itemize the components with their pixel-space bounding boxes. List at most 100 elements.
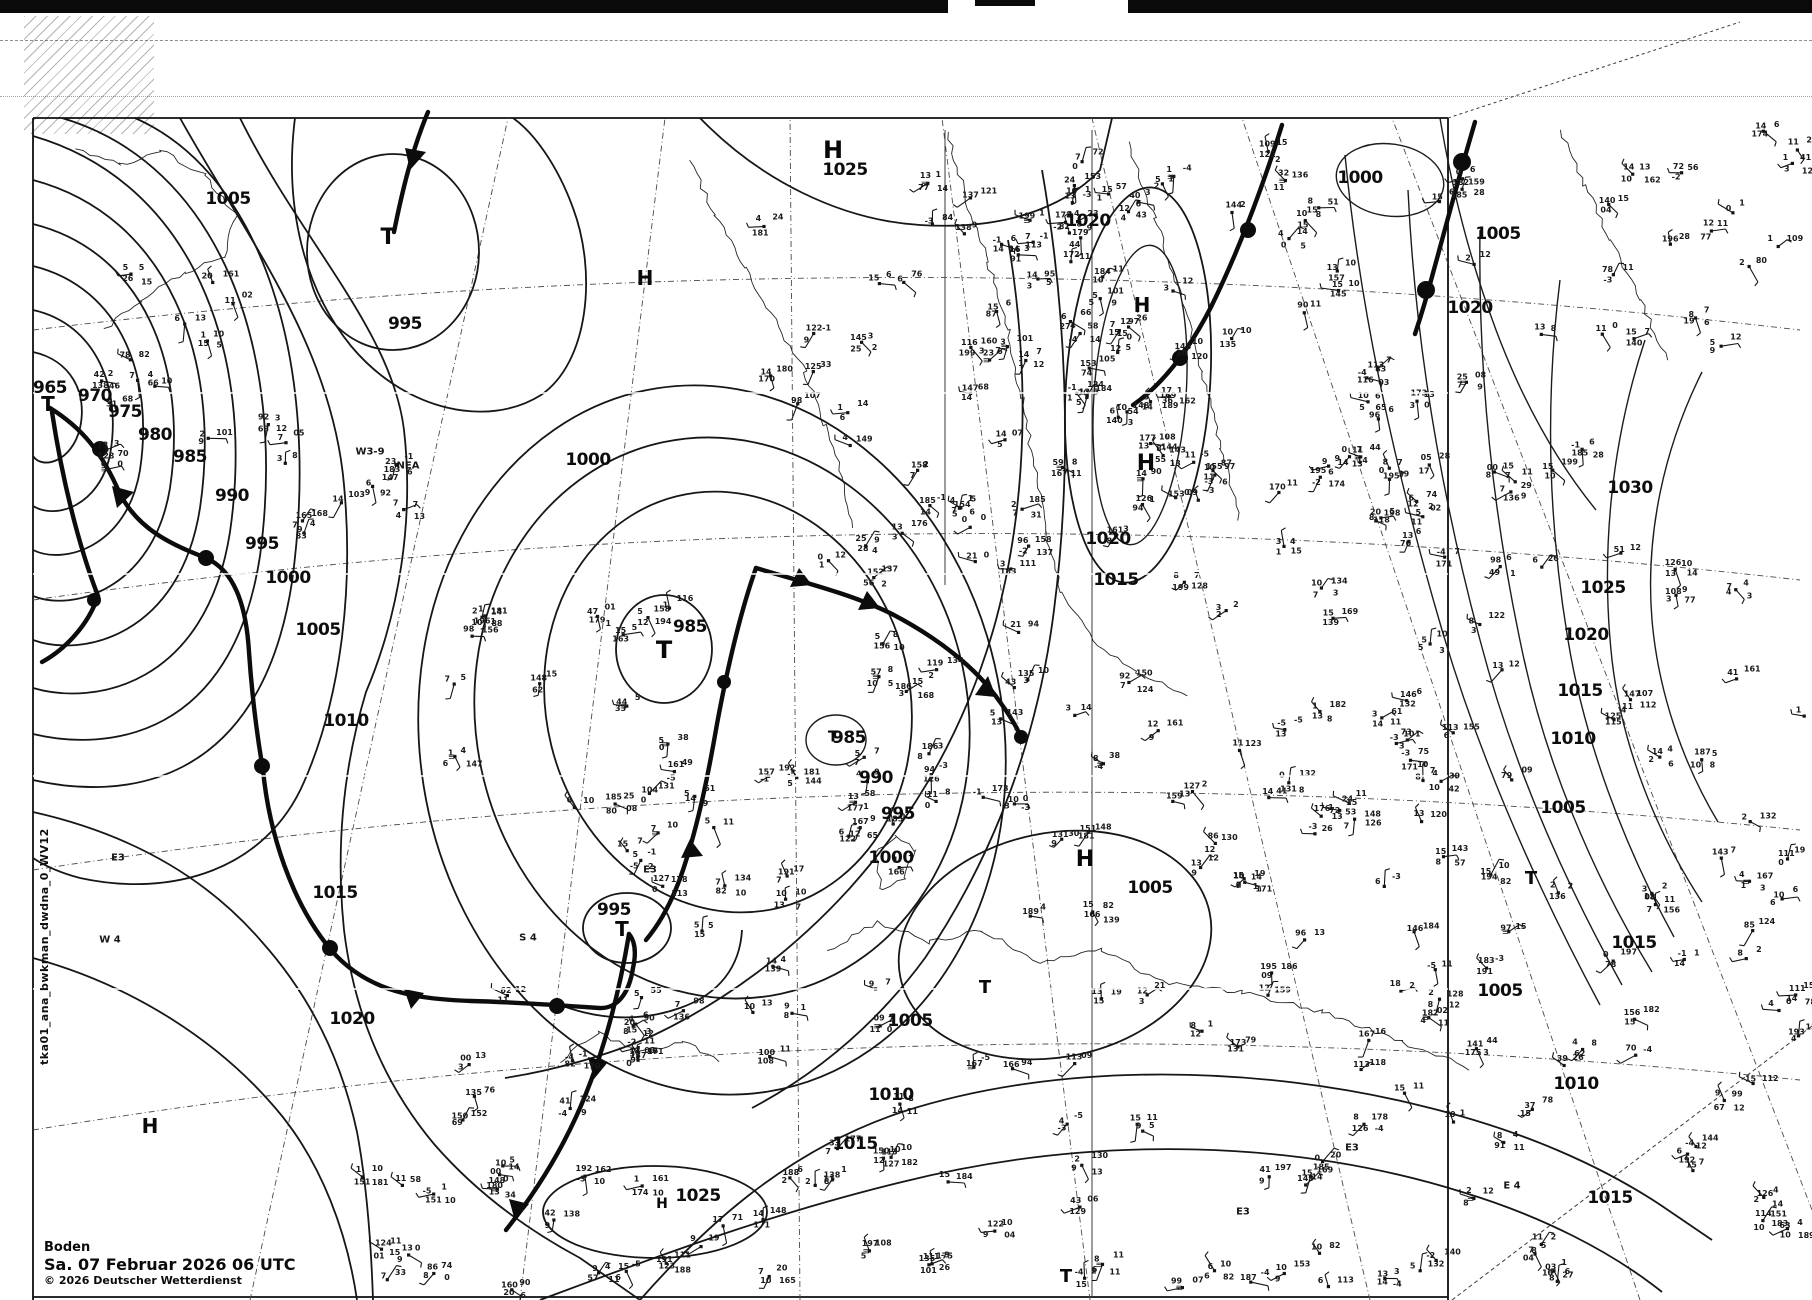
svg-text:-1: -1 (1678, 949, 1687, 958)
svg-text:12: 12 (1407, 500, 1418, 509)
svg-text:11: 11 (927, 790, 939, 799)
svg-text:128: 128 (1191, 581, 1208, 590)
svg-text:09: 09 (1187, 488, 1199, 497)
svg-text:1: 1 (893, 855, 899, 864)
svg-text:55: 55 (651, 986, 663, 995)
svg-text:51: 51 (1328, 197, 1340, 206)
svg-text:167: 167 (852, 817, 869, 826)
svg-text:4: 4 (605, 1262, 611, 1271)
svg-text:156: 156 (873, 641, 890, 650)
svg-text:108: 108 (757, 1057, 774, 1066)
svg-text:166: 166 (1084, 910, 1101, 919)
svg-text:1: 1 (1085, 185, 1091, 194)
svg-text:3: 3 (1216, 603, 1222, 612)
svg-text:1: 1 (968, 494, 974, 503)
svg-text:-4: -4 (1643, 1045, 1652, 1054)
svg-text:5: 5 (637, 607, 643, 616)
svg-text:33: 33 (395, 1268, 406, 1277)
svg-text:11: 11 (1147, 1113, 1159, 1122)
scan-dropout (33, 392, 1448, 394)
svg-text:2: 2 (108, 369, 114, 378)
isobar-label: 1005 (1477, 981, 1523, 1001)
svg-text:7: 7 (951, 506, 957, 515)
svg-text:134: 134 (1331, 577, 1348, 586)
svg-text:09: 09 (1261, 971, 1273, 980)
svg-text:194: 194 (1481, 872, 1498, 881)
svg-text:161: 161 (668, 760, 685, 769)
svg-text:111: 111 (1020, 559, 1037, 568)
svg-text:≡: ≡ (1096, 760, 1104, 770)
svg-text:8: 8 (292, 451, 298, 460)
svg-text:125: 125 (1605, 711, 1622, 720)
svg-text:82: 82 (565, 1059, 576, 1068)
svg-text:6: 6 (443, 759, 449, 768)
svg-text:3: 3 (1139, 997, 1145, 1006)
region-code-label: E3 (1345, 1142, 1359, 1154)
svg-text:7: 7 (1528, 1246, 1534, 1255)
svg-text:132: 132 (1428, 1259, 1445, 1268)
svg-text:58: 58 (1087, 322, 1099, 331)
svg-text:7: 7 (1499, 484, 1505, 493)
svg-text:6: 6 (1409, 493, 1415, 502)
svg-text:6: 6 (643, 1010, 649, 1019)
svg-text:90: 90 (1297, 300, 1309, 309)
svg-text:0: 0 (1424, 400, 1430, 409)
svg-text:26: 26 (1548, 554, 1560, 563)
svg-text:9: 9 (1710, 346, 1716, 355)
svg-text:108: 108 (1665, 587, 1682, 596)
svg-text:26: 26 (939, 1263, 951, 1272)
svg-text:10: 10 (653, 1189, 665, 1198)
svg-text:10: 10 (1204, 463, 1216, 472)
svg-text:15: 15 (1435, 847, 1447, 856)
svg-text:116: 116 (677, 594, 694, 603)
isobar-label: 1030 (1607, 478, 1653, 498)
svg-text:9: 9 (1715, 1088, 1721, 1097)
svg-text:11: 11 (608, 1275, 620, 1284)
svg-text:182: 182 (1330, 700, 1347, 709)
svg-text:≡: ≡ (101, 465, 109, 475)
isobar-label: 985 (173, 447, 208, 467)
svg-text:1: 1 (448, 748, 454, 757)
svg-text:57: 57 (587, 1274, 598, 1283)
svg-text:72: 72 (1329, 806, 1340, 815)
svg-text:38: 38 (1109, 751, 1121, 760)
svg-text:155: 155 (1463, 722, 1480, 731)
svg-text:76: 76 (911, 269, 923, 278)
svg-text:74: 74 (1426, 490, 1438, 499)
svg-text:14: 14 (760, 368, 772, 377)
svg-text:4: 4 (1791, 1034, 1797, 1043)
svg-text:4: 4 (950, 496, 956, 505)
svg-text:3: 3 (1666, 594, 1672, 603)
svg-text:28: 28 (1474, 188, 1486, 197)
svg-text:2: 2 (1409, 981, 1415, 990)
svg-text:12: 12 (637, 618, 648, 627)
scan-top-bar-left (0, 0, 948, 13)
svg-text:03: 03 (644, 1046, 655, 1055)
isobar-label: 995 (245, 534, 280, 554)
svg-text:21: 21 (1010, 620, 1022, 629)
svg-text:1: 1 (1328, 803, 1334, 812)
svg-text:12: 12 (1483, 1186, 1494, 1195)
svg-text:78: 78 (119, 350, 131, 359)
svg-text:10: 10 (1498, 861, 1510, 870)
svg-text:39: 39 (1398, 470, 1410, 479)
svg-text:98: 98 (463, 625, 475, 634)
svg-text:74: 74 (441, 1261, 453, 1270)
svg-text:20: 20 (624, 1018, 636, 1027)
svg-text:166: 166 (888, 867, 905, 876)
svg-text:189: 189 (1022, 907, 1039, 916)
svg-text:42: 42 (1448, 785, 1459, 794)
svg-text:65: 65 (867, 831, 879, 840)
svg-text:82: 82 (1223, 1273, 1234, 1282)
svg-text:15: 15 (1626, 327, 1638, 336)
svg-text:3: 3 (1123, 525, 1129, 534)
svg-text:6: 6 (1011, 234, 1017, 243)
isobar-label: 1015 (832, 1134, 878, 1154)
svg-text:7: 7 (825, 1147, 831, 1156)
svg-text:0: 0 (1612, 321, 1618, 330)
svg-text:183: 183 (1478, 956, 1495, 965)
low-center-marker: T (380, 225, 396, 250)
svg-text:11: 11 (644, 1036, 656, 1045)
svg-text:≡: ≡ (490, 1185, 498, 1195)
svg-text:175: 175 (1465, 1048, 1482, 1057)
